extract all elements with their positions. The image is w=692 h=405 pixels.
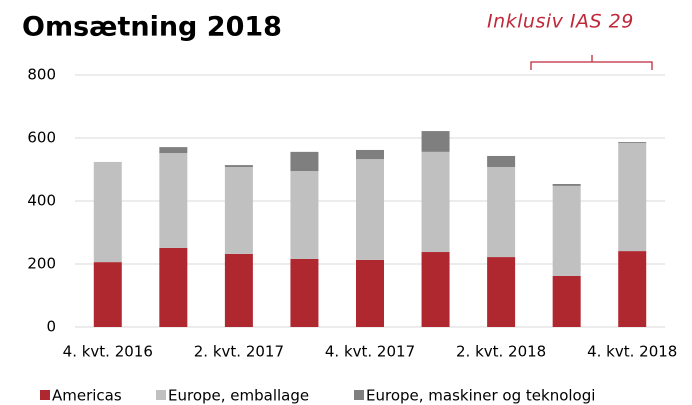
legend-label: Europe, maskiner og teknologi [366, 387, 595, 405]
x-tick-label: 4. kvt. 2016 [63, 343, 153, 361]
legend-swatch [156, 390, 166, 400]
x-tick-label: 2. kvt. 2018 [456, 343, 546, 361]
y-tick-label: 200 [27, 255, 56, 273]
bar-segment [421, 131, 450, 152]
y-tick-label: 800 [27, 66, 56, 84]
legend-label: Europe, emballage [168, 387, 309, 405]
bar-segment [93, 161, 122, 263]
bar-segment [224, 166, 253, 254]
chart-title: Omsætning 2018 [22, 12, 282, 43]
bar-segment [290, 151, 319, 172]
y-tick-label: 400 [27, 192, 56, 210]
bar-segment [552, 183, 581, 186]
x-tick-label: 4. kvt. 2018 [587, 343, 677, 361]
bar-segment [159, 247, 188, 327]
bar-segment [93, 262, 122, 327]
annotation-bracket [530, 55, 653, 70]
annotation: Inklusiv IAS 29 [487, 11, 634, 33]
bar-segment [356, 159, 384, 260]
bar-segment [356, 149, 384, 160]
bar-segment [552, 185, 581, 276]
bar-segment [487, 166, 516, 258]
bar-segment [159, 153, 188, 248]
bar-segment [618, 143, 647, 252]
bar-segment [421, 151, 450, 253]
legend-swatch [354, 390, 364, 400]
x-tick-label: 2. kvt. 2017 [194, 343, 284, 361]
bar-segment [224, 253, 253, 327]
bar-segment [159, 147, 188, 154]
bar-segment [290, 258, 319, 327]
bar-segment [552, 275, 581, 327]
bar-segment [487, 155, 516, 167]
bar-segment [224, 165, 253, 167]
bar-segment [487, 257, 516, 327]
x-tick-label: 4. kvt. 2017 [325, 343, 415, 361]
bar-segment [618, 251, 647, 327]
legend-swatch [40, 390, 50, 400]
y-tick-label: 0 [46, 318, 56, 336]
bar-segment [356, 259, 384, 327]
y-tick-label: 600 [27, 129, 56, 147]
bar-segment [618, 142, 647, 144]
bar-segment [290, 171, 319, 259]
legend-label: Americas [52, 387, 122, 405]
bar-segment [421, 252, 450, 327]
